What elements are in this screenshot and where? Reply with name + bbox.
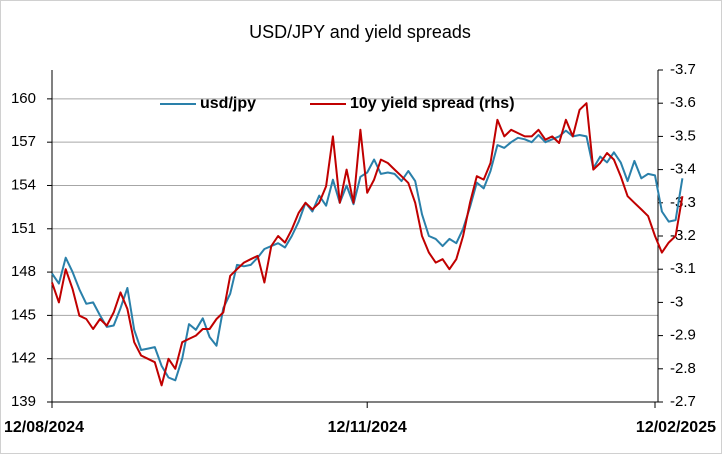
- y-tick-label: 151: [11, 220, 36, 237]
- y-tick-label: 139: [11, 393, 36, 410]
- y-tick-label: 142: [11, 350, 36, 367]
- legend-label: usd/jpy: [200, 95, 256, 112]
- y2-tick-label: -2.9: [670, 327, 696, 344]
- y2-tick-label: -3.1: [670, 260, 696, 277]
- y-tick-label: 145: [11, 306, 36, 323]
- data-line: [51, 102, 684, 387]
- y2-tick-label: -3.5: [670, 127, 696, 144]
- y-tick-label: 154: [11, 176, 36, 193]
- y2-tick-label: -2.8: [670, 360, 696, 377]
- y-tick-label: 160: [11, 90, 36, 107]
- y-tick-label: 157: [11, 133, 36, 150]
- y2-tick-label: -3.2: [670, 227, 696, 244]
- y2-tick-label: -3.3: [670, 194, 696, 211]
- y2-tick-label: -2.7: [670, 393, 696, 410]
- x-tick-label: 12/11/2024: [328, 419, 407, 436]
- y2-tick-label: -3.4: [670, 161, 696, 178]
- chart-title: USD/JPY and yield spreads: [249, 22, 471, 42]
- y2-tick-label: -3.6: [670, 94, 696, 111]
- data-line: [51, 129, 684, 382]
- legend-label: 10y yield spread (rhs): [350, 95, 515, 112]
- x-tick-label: 12/02/2025: [636, 419, 716, 436]
- y2-tick-label: -3.7: [670, 61, 696, 78]
- y-tick-label: 148: [11, 263, 36, 280]
- x-tick-label: 12/08/2024: [4, 419, 84, 436]
- y2-tick-label: -3: [670, 293, 683, 310]
